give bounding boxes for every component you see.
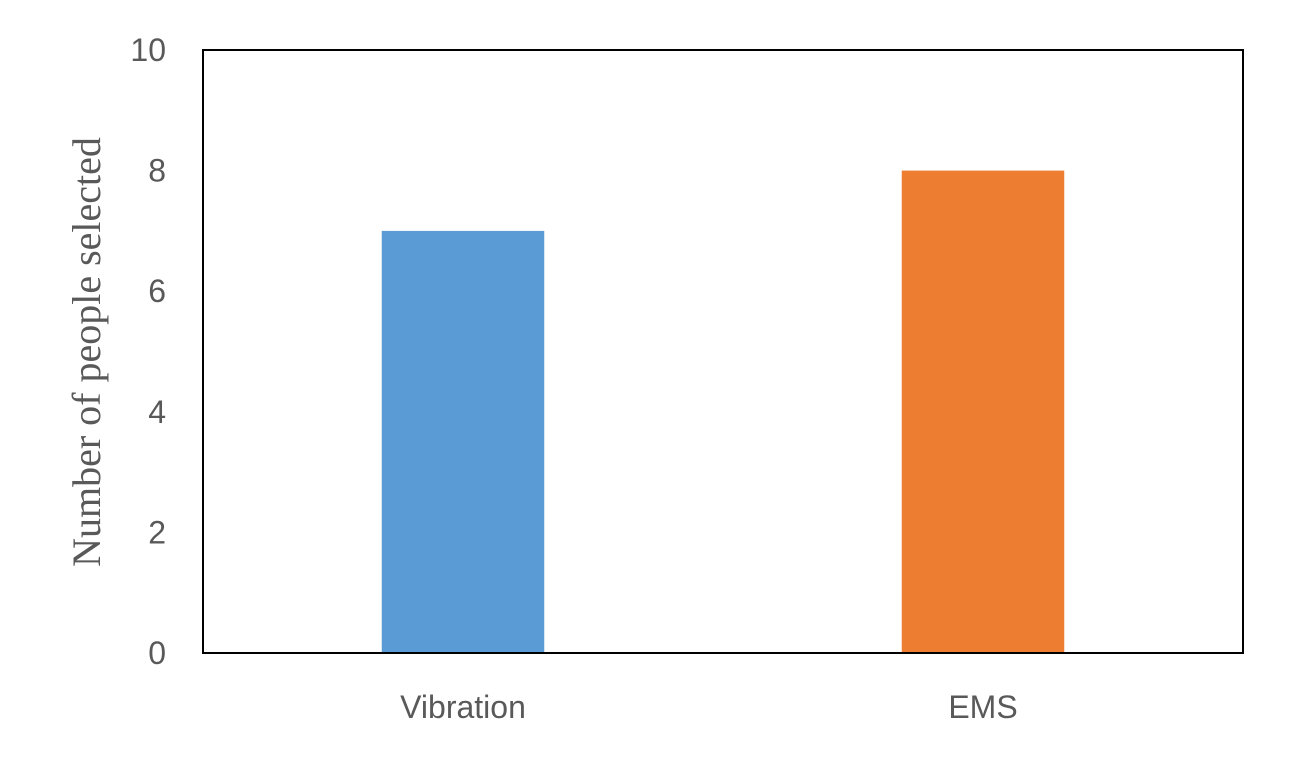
bars bbox=[381, 170, 1065, 653]
x-axis-labels: Vibration EMS bbox=[400, 689, 1018, 725]
y-tick-label: 6 bbox=[148, 273, 166, 309]
y-tick-label: 8 bbox=[148, 153, 166, 189]
x-category-label: Vibration bbox=[400, 689, 526, 725]
y-axis-ticks: 0 2 4 6 8 10 bbox=[130, 32, 166, 671]
bar-vibration bbox=[381, 230, 545, 653]
plot-area-frame bbox=[202, 49, 1244, 654]
y-tick-label: 4 bbox=[148, 394, 166, 430]
bar-ems bbox=[901, 170, 1065, 653]
y-tick-label: 0 bbox=[148, 635, 166, 671]
y-tick-label: 10 bbox=[130, 32, 166, 68]
x-category-label: EMS bbox=[948, 689, 1017, 725]
y-axis-title: Number of people selected bbox=[64, 137, 109, 567]
y-tick-label: 2 bbox=[148, 514, 166, 550]
